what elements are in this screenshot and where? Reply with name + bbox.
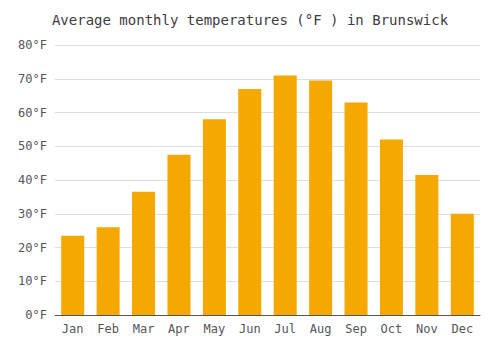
svg-text:50°F: 50°F — [18, 139, 47, 153]
svg-text:40°F: 40°F — [18, 173, 47, 187]
svg-text:20°F: 20°F — [18, 241, 47, 255]
svg-text:Jul: Jul — [274, 322, 296, 336]
svg-text:Nov: Nov — [416, 322, 438, 336]
svg-text:Jun: Jun — [239, 322, 261, 336]
svg-text:Average monthly temperatures (: Average monthly temperatures (°F ) in Br… — [52, 12, 449, 28]
svg-text:Apr: Apr — [168, 322, 190, 336]
svg-text:70°F: 70°F — [18, 72, 47, 86]
svg-text:60°F: 60°F — [18, 106, 47, 120]
svg-text:Jan: Jan — [62, 322, 84, 336]
svg-text:Aug: Aug — [310, 322, 332, 336]
svg-text:Feb: Feb — [97, 322, 119, 336]
svg-text:0°F: 0°F — [25, 308, 47, 322]
svg-text:Oct: Oct — [381, 322, 403, 336]
svg-text:Sep: Sep — [345, 322, 367, 336]
svg-text:May: May — [204, 322, 226, 336]
svg-text:30°F: 30°F — [18, 207, 47, 221]
svg-text:Mar: Mar — [133, 322, 155, 336]
svg-text:80°F: 80°F — [18, 38, 47, 52]
svg-text:10°F: 10°F — [18, 274, 47, 288]
svg-text:Dec: Dec — [451, 322, 473, 336]
